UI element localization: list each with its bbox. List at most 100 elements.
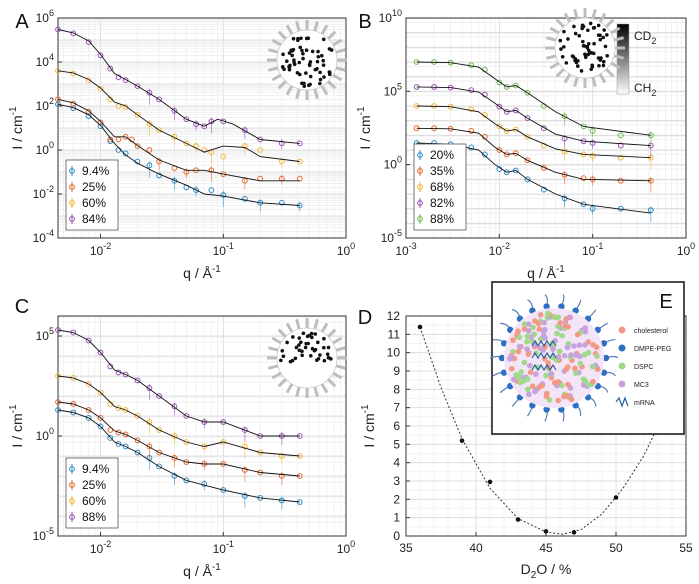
lipid-particle: [516, 334, 523, 341]
lipid-particle: [516, 373, 522, 380]
particle-spoke: [271, 73, 282, 82]
data-point: [107, 65, 114, 72]
particle-dot: [304, 71, 308, 75]
data-point: [107, 96, 114, 103]
particle-dot: [301, 331, 306, 336]
particle-spoke: [271, 38, 282, 47]
data-point: [122, 431, 129, 438]
panel-c: 9.4% 25% 60% 88%: [55, 315, 347, 537]
particle-dot: [300, 48, 304, 53]
particle-spoke: [613, 54, 625, 60]
y-tick-label: 11: [388, 327, 401, 341]
y-axis-label: I / cm-1: [8, 404, 25, 448]
data-point: [468, 128, 475, 134]
data-point: [122, 104, 129, 110]
particle-spoke: [573, 8, 579, 20]
data-point: [97, 415, 104, 421]
legend-marker: [417, 216, 423, 222]
particle-spoke: [549, 61, 560, 70]
data-point: [122, 371, 129, 378]
particle-spoke: [335, 364, 347, 370]
panel-b: 20% 35% 68% 82% 88% CD2 CH2: [405, 17, 687, 239]
data-point: [540, 142, 547, 149]
data-point: [146, 385, 153, 391]
peg-head: [602, 354, 610, 362]
particle-dot: [308, 74, 313, 79]
data-point: [134, 449, 141, 456]
particle-dot: [281, 52, 285, 57]
legend-mrna-icon: [615, 396, 629, 408]
particle-dot: [301, 51, 305, 56]
data-point: [503, 169, 510, 176]
x-tick-label: 10-2: [489, 241, 510, 258]
lipid-particle: [537, 345, 543, 352]
particle-spoke: [327, 378, 337, 388]
lipid-particle: [564, 392, 570, 399]
particle-spoke: [598, 73, 607, 84]
y-tick-label: 1010: [379, 8, 402, 25]
particle-spoke: [610, 26, 621, 35]
fit-line: [57, 98, 300, 182]
particle-spoke: [320, 322, 329, 333]
colorbar-top-label: CD2: [634, 29, 656, 46]
lipid-particle: [521, 326, 528, 332]
particle-dot: [307, 333, 312, 338]
particle-spoke: [285, 24, 294, 35]
legend-label: 88%: [82, 510, 106, 524]
particle-spoke: [555, 18, 565, 28]
y-tick-label: 100: [384, 155, 402, 172]
particle-spoke: [327, 80, 337, 90]
particle-dot: [310, 335, 314, 340]
particle-dot: [327, 72, 332, 77]
legend-swatch: [618, 380, 626, 388]
fit-line: [416, 127, 651, 182]
data-point: [278, 473, 285, 479]
particle-dot: [304, 36, 309, 41]
data-point: [122, 77, 129, 84]
particle-spoke: [313, 88, 319, 100]
lipid-particle: [532, 371, 539, 377]
legend-label: 35%: [430, 164, 454, 178]
particle-dot: [562, 29, 566, 34]
x-tick-label: 100: [337, 539, 355, 556]
particle-dot: [313, 347, 318, 352]
x-axis-label: q / Å-1: [183, 562, 221, 579]
lipid-particle: [589, 363, 596, 370]
legend-label: 9.4%: [82, 462, 110, 476]
particle-dot: [321, 37, 326, 42]
data-point: [146, 147, 153, 153]
y-tick-label: 9: [393, 364, 400, 378]
data-point: [524, 133, 531, 140]
data-point: [134, 111, 141, 118]
lipid-particle: [573, 370, 579, 376]
data-point: [208, 187, 215, 194]
lipid-particle: [568, 396, 575, 403]
particle-dot: [586, 52, 590, 57]
legend-marker: [417, 184, 423, 190]
y-tick-label: 10-2: [33, 184, 54, 201]
particle-spoke: [563, 73, 572, 84]
data-point: [171, 455, 178, 461]
particle-spoke: [591, 8, 597, 20]
lipid-particle: [527, 362, 533, 369]
particle-spoke: [332, 336, 343, 345]
particle-dot: [605, 53, 610, 58]
data-point: [241, 127, 248, 134]
legend-swatch: [618, 362, 626, 370]
particle-dot: [297, 72, 302, 77]
data-point: [97, 349, 104, 356]
mrna-strand: [531, 351, 557, 360]
particle-dot: [291, 36, 296, 41]
x-tick-label: 35: [399, 541, 413, 555]
particle-dot: [302, 81, 306, 86]
panel-a: 9.4% 25% 60% 84%: [55, 17, 347, 239]
peg-head: [543, 406, 550, 413]
particle-dot: [280, 349, 285, 353]
data-point: [524, 157, 531, 164]
data-point: [241, 493, 248, 499]
legend-marker: [69, 184, 75, 190]
data-point: [201, 123, 208, 130]
data-point: [146, 162, 153, 169]
mrna-strand: [531, 339, 557, 348]
lipid-particle: [582, 342, 588, 348]
